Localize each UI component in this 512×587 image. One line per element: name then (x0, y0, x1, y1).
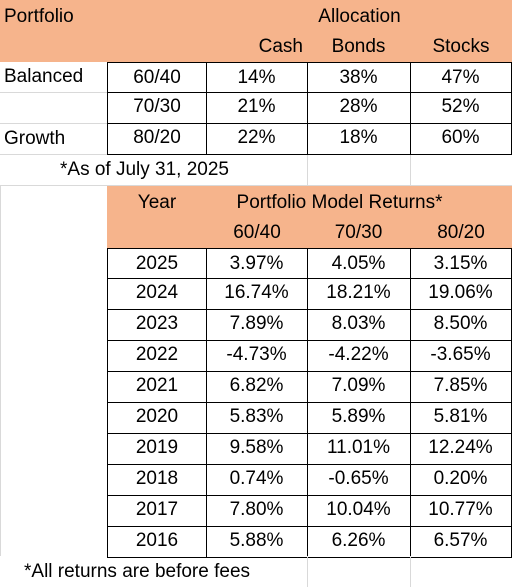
allocation-row-mix: 70/30 (107, 92, 207, 124)
returns-6040-value: 16.74% (206, 278, 308, 310)
returns-year: 2016 (107, 526, 207, 558)
allocation-row-mix: 60/40 (107, 62, 207, 93)
returns-6040-value: 3.97% (206, 248, 308, 279)
returns-year: 2024 (107, 278, 207, 310)
returns-8020-value: 19.06% (410, 278, 512, 310)
returns-6040-value: 9.58% (206, 433, 308, 465)
col-bonds-header: Bonds (331, 36, 386, 57)
allocation-header-band (0, 0, 512, 62)
allocation-row-mix: 80/20 (107, 123, 207, 155)
returns-header-band (107, 186, 512, 248)
returns-year: 2018 (107, 464, 207, 496)
returns-year: 2022 (107, 340, 207, 372)
returns-6040-value: 7.80% (206, 495, 308, 527)
portfolio-header: Portfolio (4, 6, 74, 27)
gridline (307, 155, 309, 186)
year-header: Year (137, 192, 177, 213)
returns-note: *All returns are before fees (24, 561, 251, 582)
allocation-note: *As of July 31, 2025 (60, 159, 229, 180)
allocation-cash-value: 22% (206, 123, 308, 155)
returns-6040-value: -4.73% (206, 340, 308, 372)
returns-7030-value: -0.65% (307, 464, 411, 496)
returns-year: 2021 (107, 371, 207, 403)
allocation-row-name: Balanced (0, 62, 107, 93)
returns-8020-value: 12.24% (410, 433, 512, 465)
returns-8020-value: 5.81% (410, 402, 512, 434)
allocation-stocks-value: 60% (410, 123, 512, 155)
returns-8020-value: 6.57% (410, 526, 512, 558)
returns-8020-value: 10.77% (410, 495, 512, 527)
returns-6040-value: 5.88% (206, 526, 308, 558)
col-stocks-header: Stocks (432, 36, 490, 57)
returns-8020-value: 8.50% (410, 309, 512, 341)
returns-year: 2020 (107, 402, 207, 434)
returns-8020-value: -3.65% (410, 340, 512, 372)
col-6040-header: 60/40 (233, 222, 281, 243)
returns-title: Portfolio Model Returns* (236, 192, 443, 213)
returns-8020-value: 3.15% (410, 248, 512, 279)
allocation-header: Allocation (318, 6, 401, 27)
returns-7030-value: 4.05% (307, 248, 411, 279)
returns-year: 2023 (107, 309, 207, 341)
returns-year: 2017 (107, 495, 207, 527)
returns-7030-value: 8.03% (307, 309, 411, 341)
returns-8020-value: 0.20% (410, 464, 512, 496)
returns-6040-value: 6.82% (206, 371, 308, 403)
gridline (307, 556, 309, 587)
returns-year: 2025 (107, 248, 207, 279)
allocation-stocks-value: 52% (410, 92, 512, 124)
returns-7030-value: 7.09% (307, 371, 411, 403)
allocation-cash-value: 14% (206, 62, 308, 93)
allocation-stocks-value: 47% (410, 62, 512, 93)
allocation-row-name: Growth (0, 124, 107, 155)
gridline (410, 155, 412, 186)
returns-6040-value: 7.89% (206, 309, 308, 341)
allocation-row-name (0, 93, 107, 124)
returns-6040-value: 5.83% (206, 402, 308, 434)
gridline (0, 185, 512, 186)
returns-8020-value: 7.85% (410, 371, 512, 403)
returns-7030-value: -4.22% (307, 340, 411, 372)
allocation-bonds-value: 38% (307, 62, 411, 93)
returns-7030-value: 6.26% (307, 526, 411, 558)
col-8020-header: 80/20 (437, 222, 485, 243)
returns-year: 2019 (107, 433, 207, 465)
returns-7030-value: 10.04% (307, 495, 411, 527)
returns-7030-value: 18.21% (307, 278, 411, 310)
allocation-bonds-value: 18% (307, 123, 411, 155)
returns-6040-value: 0.74% (206, 464, 308, 496)
col-7030-header: 70/30 (334, 222, 383, 243)
allocation-bonds-value: 28% (307, 92, 411, 124)
col-cash-header: Cash (258, 36, 303, 57)
returns-7030-value: 11.01% (307, 433, 411, 465)
returns-7030-value: 5.89% (307, 402, 411, 434)
gridline (410, 556, 412, 587)
left-gutter (0, 186, 108, 556)
allocation-cash-value: 21% (206, 92, 308, 124)
